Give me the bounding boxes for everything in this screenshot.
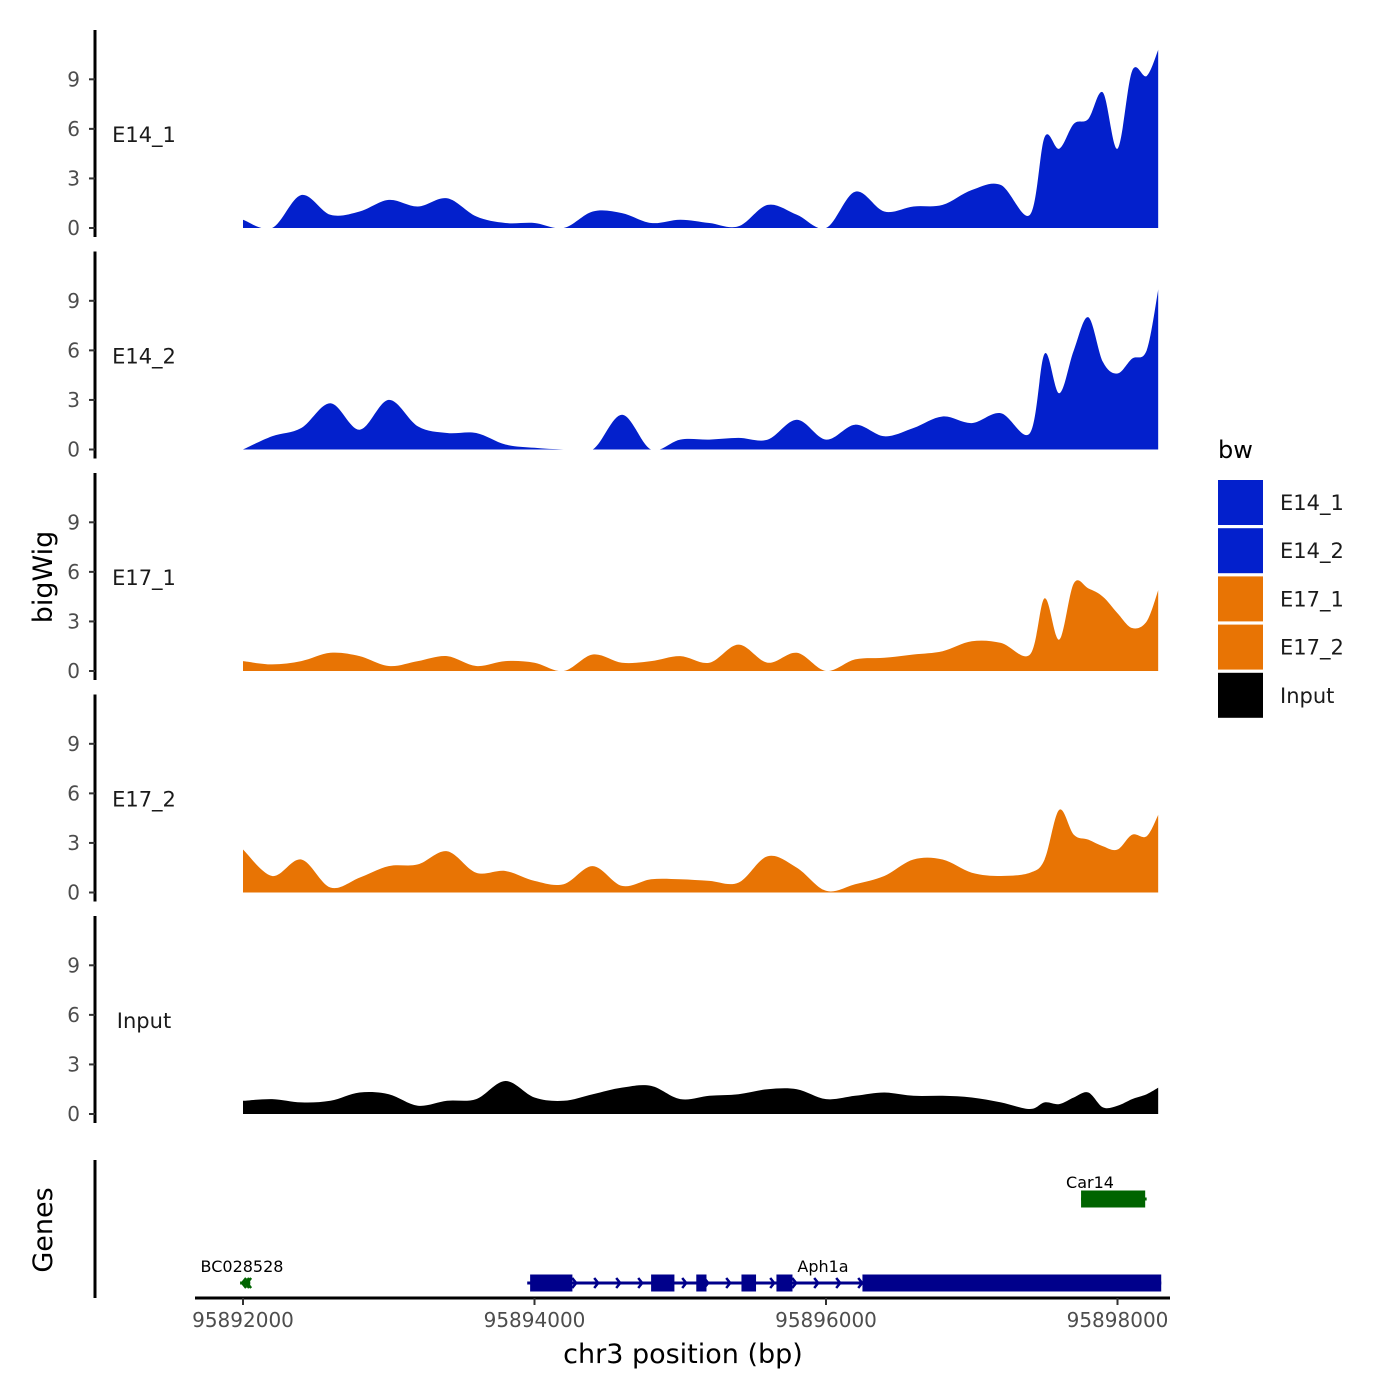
track-label: E14_1	[112, 123, 176, 148]
gene-exon	[696, 1274, 707, 1292]
y-tick-label: 3	[67, 831, 80, 855]
strand-arrow	[240, 1277, 248, 1289]
gene-exon	[651, 1274, 675, 1292]
track-panel-input: 0 3 6 9 Input	[67, 916, 1159, 1126]
coverage-area-e14-2	[243, 289, 1159, 450]
coverage-area-e14-1	[243, 49, 1159, 228]
strand-arrow	[769, 1277, 776, 1289]
gene-exon	[741, 1274, 757, 1292]
y-tick-label: 9	[67, 953, 80, 977]
gene-exon	[530, 1274, 573, 1292]
strand-arrow	[593, 1277, 600, 1289]
strand-arrow	[725, 1277, 732, 1289]
legend-label: E17_2	[1280, 636, 1344, 661]
coverage-tracks: 0 3 6 9 E14_1 0 3 6 9 E14_2 0 3 6 9 E17_1 0 3 6 9 E17_2 0 3 6 9…	[67, 30, 1159, 1126]
x-axis: 95892000 95894000 95896000 95898000	[192, 1296, 1170, 1332]
strand-arrow	[245, 1277, 253, 1289]
legend-label: E14_1	[1280, 491, 1344, 516]
strand-arrow	[615, 1277, 622, 1289]
coverage-area-e17-1	[243, 580, 1159, 671]
gene-label: Car14	[1066, 1173, 1114, 1192]
strand-arrow	[791, 1277, 798, 1289]
y-axis-title-bigwig: bigWig	[28, 531, 59, 624]
y-tick-label: 9	[67, 67, 80, 91]
track-panel-e17-2: 0 3 6 9 E17_2	[67, 694, 1159, 905]
x-tick-label: 95898000	[1067, 1308, 1169, 1332]
y-axis-title-genes: Genes	[28, 1187, 59, 1272]
gene-exon	[1081, 1190, 1146, 1208]
track-panel-e14-1: 0 3 6 9 E14_1	[67, 30, 1159, 240]
legend-title: bw	[1218, 436, 1253, 464]
y-tick-label: 0	[67, 1102, 80, 1126]
track-label: E17_1	[112, 566, 176, 591]
strand-arrow	[681, 1277, 688, 1289]
coverage-area-input	[243, 1080, 1159, 1114]
y-tick-label: 6	[67, 338, 80, 362]
y-tick-label: 9	[67, 732, 80, 756]
x-tick-label: 95896000	[775, 1308, 877, 1332]
y-tick-label: 0	[67, 438, 80, 462]
gene-label: BC028528	[201, 1257, 284, 1276]
strand-arrow	[813, 1277, 820, 1289]
legend-key-e17-1	[1218, 576, 1263, 622]
x-axis-title: chr3 position (bp)	[563, 1339, 803, 1370]
y-tick-label: 6	[67, 1003, 80, 1027]
legend-key-e14-2	[1218, 528, 1263, 574]
coverage-area-e17-2	[243, 809, 1159, 893]
track-label: E14_2	[112, 345, 176, 370]
y-tick-label: 3	[67, 166, 80, 190]
y-tick-label: 0	[67, 881, 80, 905]
gene-car14: Car14	[1066, 1173, 1147, 1208]
legend-label: E14_2	[1280, 539, 1344, 564]
legend-label: Input	[1280, 684, 1334, 708]
x-tick-label: 95894000	[484, 1308, 586, 1332]
strand-arrow	[835, 1277, 842, 1289]
gene-aph1a: Aph1a	[527, 1257, 1162, 1292]
gene-track: BC028528 Aph1a Car14	[93, 1160, 1162, 1298]
legend: bw E14_1 E14_2 E17_1 E17_2 Input	[1218, 436, 1344, 718]
y-tick-label: 6	[67, 560, 80, 584]
legend-key-e14-1	[1218, 480, 1263, 525]
strand-arrow	[243, 1277, 251, 1289]
gene-bc028528: BC028528	[201, 1257, 284, 1289]
y-tick-label: 9	[67, 510, 80, 534]
y-tick-label: 3	[67, 1052, 80, 1076]
gene-exon	[776, 1274, 793, 1292]
legend-key-e17-2	[1218, 624, 1263, 670]
track-panel-e14-2: 0 3 6 9 E14_2	[67, 251, 1159, 462]
y-tick-label: 9	[67, 289, 80, 313]
track-panel-e17-1: 0 3 6 9 E17_1	[67, 473, 1159, 683]
track-label: E17_2	[112, 788, 176, 813]
legend-key-input	[1218, 672, 1263, 718]
y-tick-label: 0	[67, 216, 80, 240]
x-tick-label: 95892000	[192, 1308, 294, 1332]
gene-label: Aph1a	[797, 1257, 848, 1276]
y-tick-label: 0	[67, 659, 80, 683]
y-tick-label: 6	[67, 117, 80, 141]
y-tick-label: 3	[67, 388, 80, 412]
strand-arrow	[571, 1277, 578, 1289]
track-label: Input	[117, 1009, 171, 1033]
strand-arrow	[857, 1277, 864, 1289]
y-tick-label: 3	[67, 609, 80, 633]
gene-exon	[862, 1274, 1162, 1292]
legend-label: E17_1	[1280, 587, 1344, 612]
y-tick-label: 6	[67, 781, 80, 805]
strand-arrow	[637, 1277, 644, 1289]
strand-arrow	[703, 1277, 710, 1289]
